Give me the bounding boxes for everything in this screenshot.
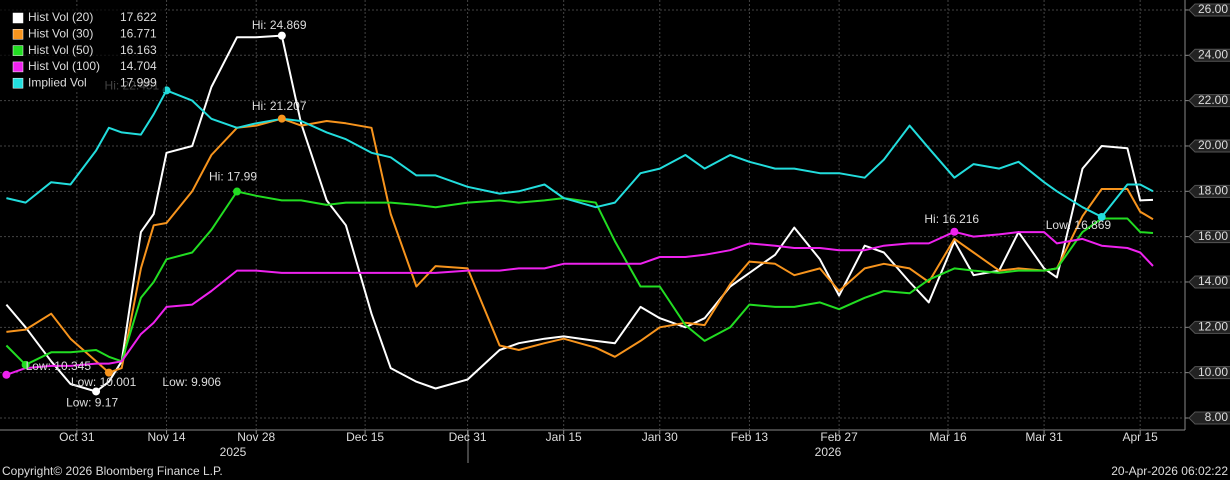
legend-value: 16.163 [120, 43, 157, 57]
legend-label: Hist Vol (100) [28, 59, 100, 73]
annotation-dot [21, 360, 30, 369]
annotation-dot [104, 368, 113, 377]
y-tick-pointer [1188, 139, 1230, 153]
legend-box [0, 8, 165, 92]
year-label: 2026 [815, 445, 842, 459]
y-tick-label: 22.00 [1198, 93, 1228, 107]
legend-swatch [12, 29, 24, 40]
y-tick-pointer [1188, 3, 1230, 17]
x-tick-label: Mar 16 [929, 430, 967, 444]
y-tick-pointer [1188, 94, 1230, 108]
legend-swatch [12, 12, 24, 24]
plot [5, 34, 1154, 393]
annotation-label: Hi: 17.99 [209, 170, 257, 184]
series-line [6, 89, 1154, 218]
x-tick-label: Nov 14 [148, 430, 186, 444]
legend-swatch [12, 61, 24, 73]
annotation-label: Low: 10.001 [71, 375, 137, 389]
year-label: 2025 [220, 445, 247, 459]
legend-value: 16.771 [120, 26, 157, 40]
y-tick-label: 24.00 [1198, 47, 1228, 61]
y-tick-pointer [1188, 411, 1230, 425]
grid [0, 0, 1185, 430]
annotation-dot [950, 227, 959, 236]
legend-value: 17.622 [120, 10, 157, 24]
x-tick-label: Apr 15 [1122, 430, 1158, 444]
y-tick-label: 26.00 [1198, 2, 1228, 16]
annotation-dot [1097, 212, 1106, 221]
annotation-dot [277, 31, 286, 40]
x-tick-label: Mar 31 [1025, 430, 1063, 444]
y-tick-label: 8.00 [1205, 410, 1229, 424]
y-tick-pointer [1188, 184, 1230, 198]
annotation-label: Hi: 21.207 [252, 99, 307, 113]
y-tick-pointer [1188, 230, 1230, 244]
legend-label: Implied Vol [28, 75, 87, 89]
legend-value: 17.999 [120, 75, 157, 89]
x-tick-label: Jan 30 [642, 430, 678, 444]
y-tick-label: 12.00 [1198, 319, 1228, 333]
axes: 8.00 10.00 12.00 14.00 16.00 18.00 20.00 22.00 2… [59, 2, 1230, 444]
x-tick-label: Dec 31 [449, 430, 487, 444]
y-tick-pointer [1188, 275, 1230, 289]
y-tick-label: 14.00 [1198, 274, 1228, 288]
series-line [6, 230, 1154, 376]
y-tick-pointer [1188, 320, 1230, 334]
annotation-label: Low: 9.906 [162, 375, 221, 389]
annotation-dot [233, 187, 241, 196]
y-tick-label: 10.00 [1198, 365, 1228, 379]
legend-swatch [12, 45, 24, 56]
x-tick-label: Feb 13 [731, 430, 769, 444]
legend-swatch [12, 77, 24, 89]
x-tick-label: Feb 27 [820, 430, 858, 444]
annotation-dot [277, 114, 286, 123]
annotation-label: Low: 10.345 [26, 359, 92, 373]
annotation-label: Hi: 24.869 [252, 18, 307, 32]
legend-label: Hist Vol (20) [28, 10, 93, 24]
y-tick-pointer [1188, 48, 1230, 62]
legend-label: Hist Vol (30) [28, 26, 93, 40]
series-line [5, 34, 1154, 393]
annotation-dot [92, 387, 101, 396]
legend-value: 14.704 [120, 59, 157, 73]
x-tick-label: Dec 15 [346, 430, 384, 444]
y-tick-label: 16.00 [1198, 229, 1228, 243]
annotation-label: Low: 9.17 [66, 396, 118, 410]
y-tick-label: 18.00 [1198, 183, 1228, 197]
legend-label: Hist Vol (50) [28, 43, 93, 57]
annotation-label: Low: 16.869 [1046, 218, 1112, 232]
x-tick-label: Nov 28 [237, 430, 275, 444]
series-line [6, 117, 1154, 374]
legend: Hist Vol (20) 17.622 Hist Vol (30) 16.771 Hi… [0, 8, 165, 92]
annotation-label: Hi: 16.216 [924, 212, 979, 226]
x-tick-label: Jan 15 [546, 430, 582, 444]
footer: Copyright© 2026 Bloomberg Finance L.P. [2, 464, 223, 478]
annotation-dot [2, 370, 11, 379]
y-tick-label: 20.00 [1198, 138, 1228, 152]
footer: 20-Apr-2026 06:02:22 [1111, 464, 1228, 478]
x-tick-label: Oct 31 [59, 430, 95, 444]
series-line [5, 190, 1154, 366]
y-tick-pointer [1188, 366, 1230, 380]
